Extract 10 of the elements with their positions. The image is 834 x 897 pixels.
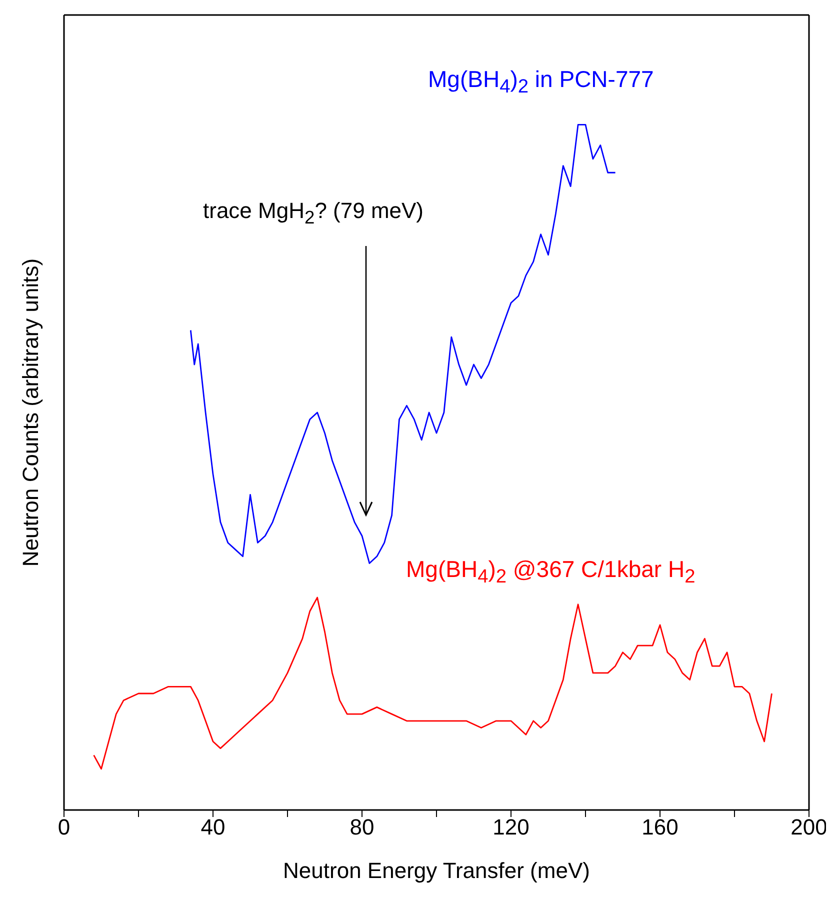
x-tick-label: 120	[492, 814, 530, 840]
annotation: trace MgH$_{2}$? (79 meV)	[203, 198, 424, 228]
x-tick-label: 40	[200, 814, 226, 840]
x-tick-label: 0	[58, 814, 70, 840]
x-tick-label: 80	[350, 814, 374, 840]
text: Mg(BH$_{4}$)$_{2}$ in PCN-777	[428, 66, 654, 99]
x-axis-title: Neutron Energy Transfer (meV)	[283, 858, 590, 883]
y-axis-title: Neutron Counts (arbitrary units)	[18, 258, 43, 567]
x-tick-label: 160	[642, 814, 678, 840]
series-label: Mg(BH$_{4}$)$_{2}$ @367 C/1kbar H$_{2}$	[406, 556, 696, 589]
